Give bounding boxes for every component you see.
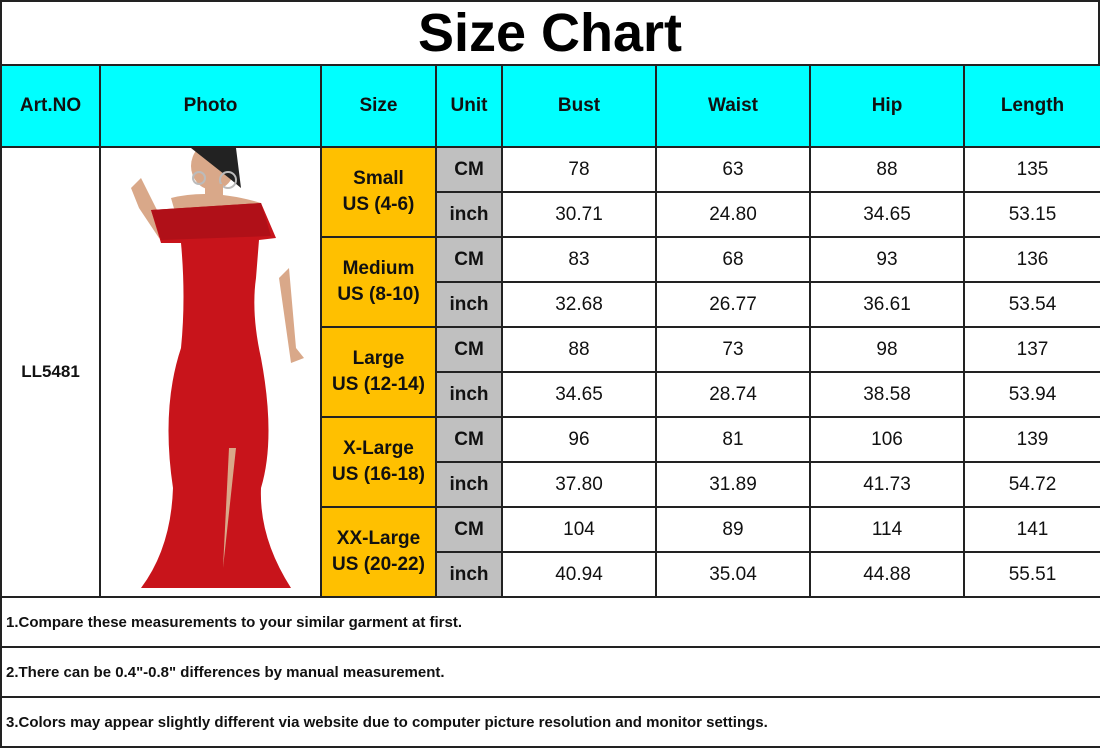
note-row: 2.There can be 0.4"-0.8" differences by … [0,646,1100,698]
bust-value: 96 [501,416,657,463]
note-text: 1.Compare these measurements to your sim… [0,596,1100,648]
size-cell: XX-Large US (20-22) [320,506,437,598]
size-name: Small [353,168,404,189]
size-cell: Large US (12-14) [320,326,437,418]
hip-value: 36.61 [809,281,965,328]
bust-value: 37.80 [501,461,657,508]
size-row: Large US (12-14) CM 88 73 98 137 [1,326,1100,418]
size-chart-table: Art.NO Photo Size Unit Bust Waist Hip Length LL… [0,64,1100,748]
size-row: LL5481 Small US (4-6) CM 78 63 88 135 [0,146,1100,598]
size-row: inch 34.65 28.74 38.58 53.94 [1,371,1100,418]
art-no-cell: LL5481 [0,146,101,598]
size-us: US (16-18) [332,464,425,485]
waist-value: 73 [655,326,811,373]
size-row: inch 40.94 35.04 44.88 55.51 [1,551,1100,598]
size-name: Medium [342,258,415,279]
length-value: 55.51 [963,551,1100,598]
header-hip: Hip [809,64,965,148]
note-row: 3.Colors may appear slightly different v… [0,696,1100,748]
bust-value: 88 [501,326,657,373]
page-title: Size Chart [0,0,1100,64]
note-text: 3.Colors may appear slightly different v… [0,696,1100,748]
unit-cell: CM [435,416,503,463]
length-value: 139 [963,416,1100,463]
size-us: US (20-22) [332,554,425,575]
size-row: inch 32.68 26.77 36.61 53.54 [1,281,1100,328]
unit-cell: CM [435,326,503,373]
size-name: Large [352,348,405,369]
size-row: Medium US (8-10) CM 83 68 93 136 [1,236,1100,328]
size-cell: Small US (4-6) [320,146,437,238]
hip-value: 98 [809,326,965,373]
length-value: 53.94 [963,371,1100,418]
length-value: 53.54 [963,281,1100,328]
waist-value: 28.74 [655,371,811,418]
photo-cell [99,146,322,598]
size-name: XX-Large [336,528,421,549]
length-value: 53.15 [963,191,1100,238]
size-row: inch 37.80 31.89 41.73 54.72 [1,461,1100,508]
header-photo: Photo [99,64,322,148]
hip-value: 88 [809,146,965,193]
size-cell: Medium US (8-10) [320,236,437,328]
waist-value: 63 [655,146,811,193]
size-row: XX-Large US (20-22) CM 104 89 114 141 [1,506,1100,598]
length-value: 137 [963,326,1100,373]
header-art-no: Art.NO [0,64,101,148]
note-text: 2.There can be 0.4"-0.8" differences by … [0,646,1100,698]
bust-value: 78 [501,146,657,193]
size-cell: X-Large US (16-18) [320,416,437,508]
bust-value: 34.65 [501,371,657,418]
length-value: 135 [963,146,1100,193]
unit-cell: CM [435,506,503,553]
bust-value: 40.94 [501,551,657,598]
bust-value: 32.68 [501,281,657,328]
hip-value: 114 [809,506,965,553]
waist-value: 68 [655,236,811,283]
waist-value: 26.77 [655,281,811,328]
header-size: Size [320,64,437,148]
bust-value: 104 [501,506,657,553]
unit-cell: inch [435,281,503,328]
hip-value: 93 [809,236,965,283]
length-value: 54.72 [963,461,1100,508]
length-value: 141 [963,506,1100,553]
unit-cell: CM [435,146,503,193]
size-us: US (8-10) [337,284,420,305]
unit-cell: inch [435,191,503,238]
header-length: Length [963,64,1100,148]
note-row: 1.Compare these measurements to your sim… [0,596,1100,648]
waist-value: 24.80 [655,191,811,238]
size-us: US (4-6) [342,194,415,215]
unit-cell: inch [435,551,503,598]
size-row: X-Large US (16-18) CM 96 81 106 139 [1,416,1100,508]
hip-value: 44.88 [809,551,965,598]
hip-value: 38.58 [809,371,965,418]
bust-value: 83 [501,236,657,283]
header-row: Art.NO Photo Size Unit Bust Waist Hip Length [0,64,1100,148]
waist-value: 81 [655,416,811,463]
size-name: X-Large [343,438,414,459]
size-us: US (12-14) [332,374,425,395]
unit-cell: inch [435,371,503,418]
red-dress-photo-icon [131,148,304,588]
hip-value: 34.65 [809,191,965,238]
size-row: inch 30.71 24.80 34.65 53.15 [1,191,1100,238]
unit-cell: inch [435,461,503,508]
header-unit: Unit [435,64,503,148]
header-bust: Bust [501,64,657,148]
unit-cell: CM [435,236,503,283]
waist-value: 89 [655,506,811,553]
waist-value: 31.89 [655,461,811,508]
bust-value: 30.71 [501,191,657,238]
header-waist: Waist [655,64,811,148]
hip-value: 106 [809,416,965,463]
length-value: 136 [963,236,1100,283]
waist-value: 35.04 [655,551,811,598]
hip-value: 41.73 [809,461,965,508]
